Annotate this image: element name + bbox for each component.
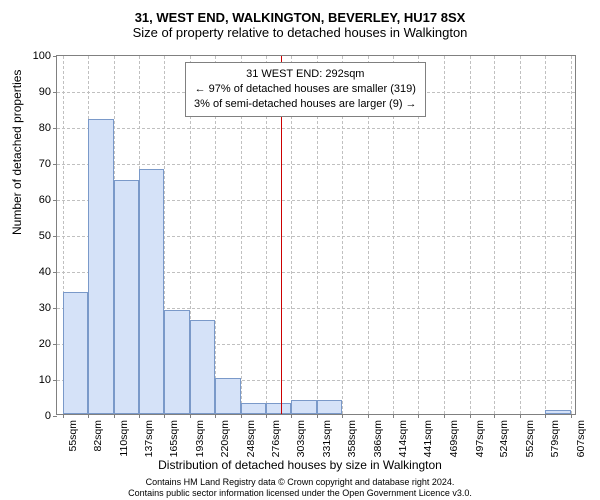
histogram-bar: [291, 400, 317, 414]
x-tick-label: 524sqm: [498, 420, 510, 457]
x-tick-mark: [317, 414, 318, 418]
grid-line-vertical: [494, 56, 495, 414]
x-tick-label: 110sqm: [118, 420, 130, 457]
grid-line-vertical: [545, 56, 546, 414]
annotation-line-1: 31 WEST END: 292sqm: [194, 67, 417, 82]
y-tick-label: 40: [39, 266, 51, 278]
x-tick-label: 276sqm: [270, 420, 282, 457]
grid-line-horizontal: [57, 164, 575, 165]
x-tick-mark: [241, 414, 242, 418]
grid-line-vertical: [520, 56, 521, 414]
x-tick-mark: [520, 414, 521, 418]
footer-line-2: Contains public sector information licen…: [0, 488, 600, 499]
histogram-bar: [190, 320, 215, 414]
y-tick-mark: [53, 416, 57, 417]
y-tick-mark: [53, 272, 57, 273]
x-tick-mark: [88, 414, 89, 418]
x-tick-mark: [266, 414, 267, 418]
x-tick-label: 469sqm: [448, 420, 460, 457]
histogram-bar: [215, 378, 241, 414]
x-tick-label: 55sqm: [67, 420, 79, 452]
x-tick-label: 165sqm: [168, 420, 180, 457]
y-tick-label: 70: [39, 158, 51, 170]
chart-subtitle: Size of property relative to detached ho…: [0, 25, 600, 40]
x-tick-label: 331sqm: [321, 420, 333, 457]
histogram-bar: [63, 292, 88, 414]
x-tick-label: 386sqm: [372, 420, 384, 457]
x-tick-label: 137sqm: [143, 420, 155, 457]
histogram-bar: [164, 310, 190, 414]
x-tick-mark: [63, 414, 64, 418]
y-tick-label: 80: [39, 122, 51, 134]
y-tick-label: 90: [39, 86, 51, 98]
chart-title: 31, WEST END, WALKINGTON, BEVERLEY, HU17…: [0, 10, 600, 25]
x-tick-label: 193sqm: [194, 420, 206, 457]
x-tick-label: 248sqm: [245, 420, 257, 457]
histogram-bar: [266, 403, 291, 414]
y-tick-label: 100: [33, 50, 51, 62]
x-tick-mark: [291, 414, 292, 418]
x-tick-mark: [190, 414, 191, 418]
y-tick-label: 10: [39, 374, 51, 386]
y-axis-label: Number of detached properties: [10, 70, 24, 235]
x-tick-mark: [571, 414, 572, 418]
x-tick-label: 579sqm: [549, 420, 561, 457]
x-tick-mark: [139, 414, 140, 418]
x-tick-mark: [164, 414, 165, 418]
y-tick-mark: [53, 164, 57, 165]
footer-text: Contains HM Land Registry data © Crown c…: [0, 477, 600, 499]
histogram-bar: [317, 400, 342, 414]
annotation-line-3: 3% of semi-detached houses are larger (9…: [194, 97, 417, 112]
x-tick-label: 220sqm: [219, 420, 231, 457]
x-tick-mark: [114, 414, 115, 418]
histogram-bar: [88, 119, 114, 414]
y-tick-label: 50: [39, 230, 51, 242]
plot-area: 010203040506070809010055sqm82sqm110sqm13…: [56, 55, 576, 415]
x-tick-label: 82sqm: [92, 420, 104, 452]
annotation-box: 31 WEST END: 292sqm ← 97% of detached ho…: [185, 62, 426, 117]
grid-line-vertical: [571, 56, 572, 414]
x-tick-label: 607sqm: [575, 420, 587, 457]
x-tick-mark: [342, 414, 343, 418]
y-tick-mark: [53, 200, 57, 201]
grid-line-horizontal: [57, 128, 575, 129]
x-tick-mark: [368, 414, 369, 418]
x-tick-label: 303sqm: [295, 420, 307, 457]
y-tick-mark: [53, 92, 57, 93]
x-axis-label: Distribution of detached houses by size …: [0, 458, 600, 472]
y-tick-label: 30: [39, 302, 51, 314]
y-tick-mark: [53, 380, 57, 381]
x-tick-label: 497sqm: [474, 420, 486, 457]
y-tick-mark: [53, 236, 57, 237]
x-tick-mark: [215, 414, 216, 418]
x-tick-mark: [470, 414, 471, 418]
y-tick-mark: [53, 128, 57, 129]
y-tick-label: 60: [39, 194, 51, 206]
footer-line-1: Contains HM Land Registry data © Crown c…: [0, 477, 600, 488]
x-tick-label: 552sqm: [524, 420, 536, 457]
grid-line-vertical: [470, 56, 471, 414]
x-tick-mark: [494, 414, 495, 418]
x-tick-label: 414sqm: [397, 420, 409, 457]
grid-line-vertical: [444, 56, 445, 414]
histogram-bar: [241, 403, 267, 414]
chart-container: 31, WEST END, WALKINGTON, BEVERLEY, HU17…: [0, 0, 600, 500]
y-tick-mark: [53, 56, 57, 57]
y-tick-mark: [53, 344, 57, 345]
x-tick-mark: [418, 414, 419, 418]
x-tick-mark: [393, 414, 394, 418]
histogram-bar: [545, 410, 571, 414]
x-tick-label: 441sqm: [422, 420, 434, 457]
x-tick-mark: [545, 414, 546, 418]
y-tick-label: 20: [39, 338, 51, 350]
y-tick-label: 0: [45, 410, 51, 422]
y-tick-mark: [53, 308, 57, 309]
x-tick-mark: [444, 414, 445, 418]
histogram-bar: [139, 169, 165, 414]
x-tick-label: 358sqm: [346, 420, 358, 457]
histogram-bar: [114, 180, 139, 414]
annotation-line-2: ← 97% of detached houses are smaller (31…: [194, 82, 417, 97]
